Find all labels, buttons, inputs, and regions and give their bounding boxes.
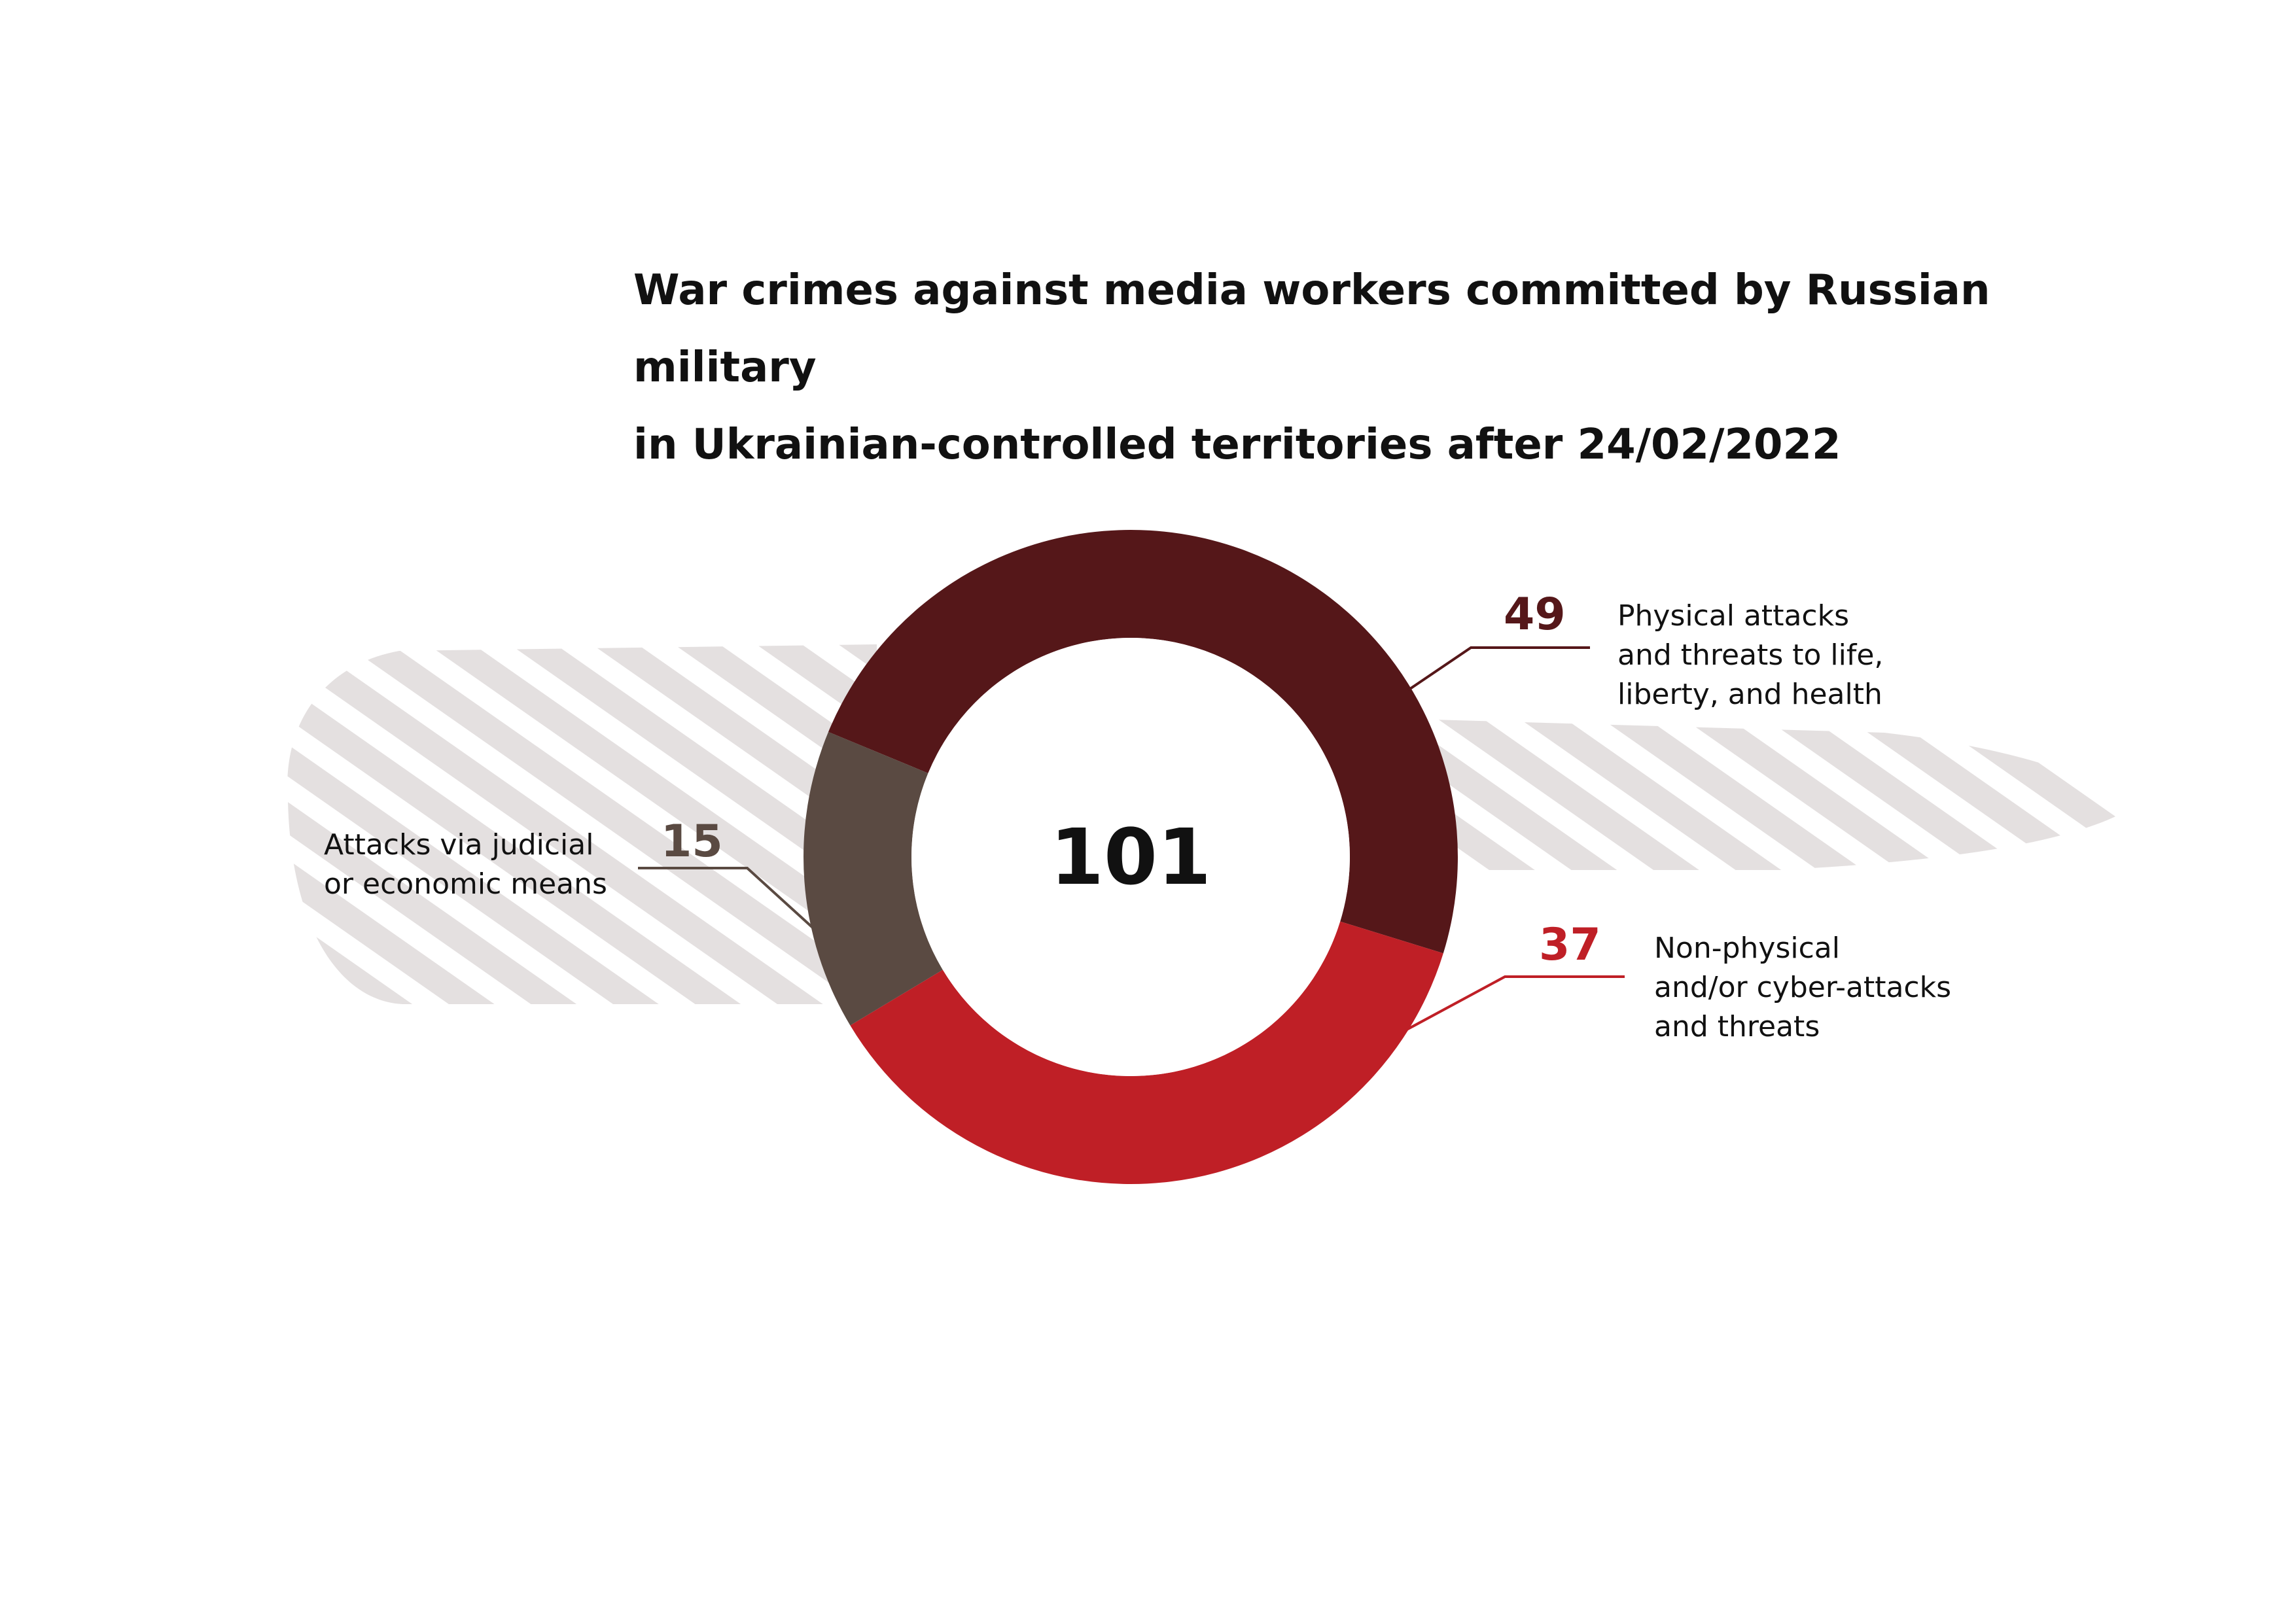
leader-line-physical — [1407, 646, 1590, 691]
category-label-judicial-line-2: or economic means — [324, 867, 607, 901]
category-label-physical: Physical attacks and threats to life, li… — [1617, 597, 1883, 714]
category-label-physical-line-1: Physical attacks — [1617, 599, 1849, 633]
category-label-physical-line-3: liberty, and health — [1617, 678, 1882, 711]
donut-hole — [911, 638, 1350, 1076]
category-label-judicial-line-1: Attacks via judicial — [324, 828, 594, 862]
donut-center-total: 101 — [1050, 812, 1212, 902]
chart-title: War crimes against media workers committ… — [633, 252, 2138, 483]
leader-line-judicial — [638, 867, 814, 929]
chart-title-line-1: War crimes against media workers committ… — [633, 266, 1990, 392]
category-label-physical-line-2: and threats to life, — [1617, 638, 1884, 672]
chart-title-line-2: in Ukrainian-controlled territories afte… — [633, 421, 1841, 469]
background-hatch-pattern — [287, 644, 2132, 1004]
category-label-non-physical-line-1: Non-physical — [1654, 932, 1840, 965]
value-label-judicial: 15 — [661, 816, 723, 867]
leader-line-non-physical — [1405, 975, 1625, 1032]
category-label-non-physical-line-2: and/or cyber-attacks — [1654, 971, 1952, 1004]
value-label-non-physical: 37 — [1539, 919, 1601, 971]
category-label-non-physical: Non-physical and/or cyber-attacks and th… — [1654, 929, 1951, 1047]
leader-lines — [638, 646, 1625, 1032]
category-label-judicial: Attacks via judicial or economic means — [324, 826, 607, 904]
value-label-physical: 49 — [1504, 589, 1566, 640]
donut-slice-non-physical — [850, 921, 1443, 1185]
donut-chart — [804, 530, 1458, 1185]
donut-slice-judicial — [804, 731, 943, 1026]
donut-slice-physical — [828, 530, 1458, 954]
category-label-non-physical-line-3: and threats — [1654, 1010, 1820, 1043]
